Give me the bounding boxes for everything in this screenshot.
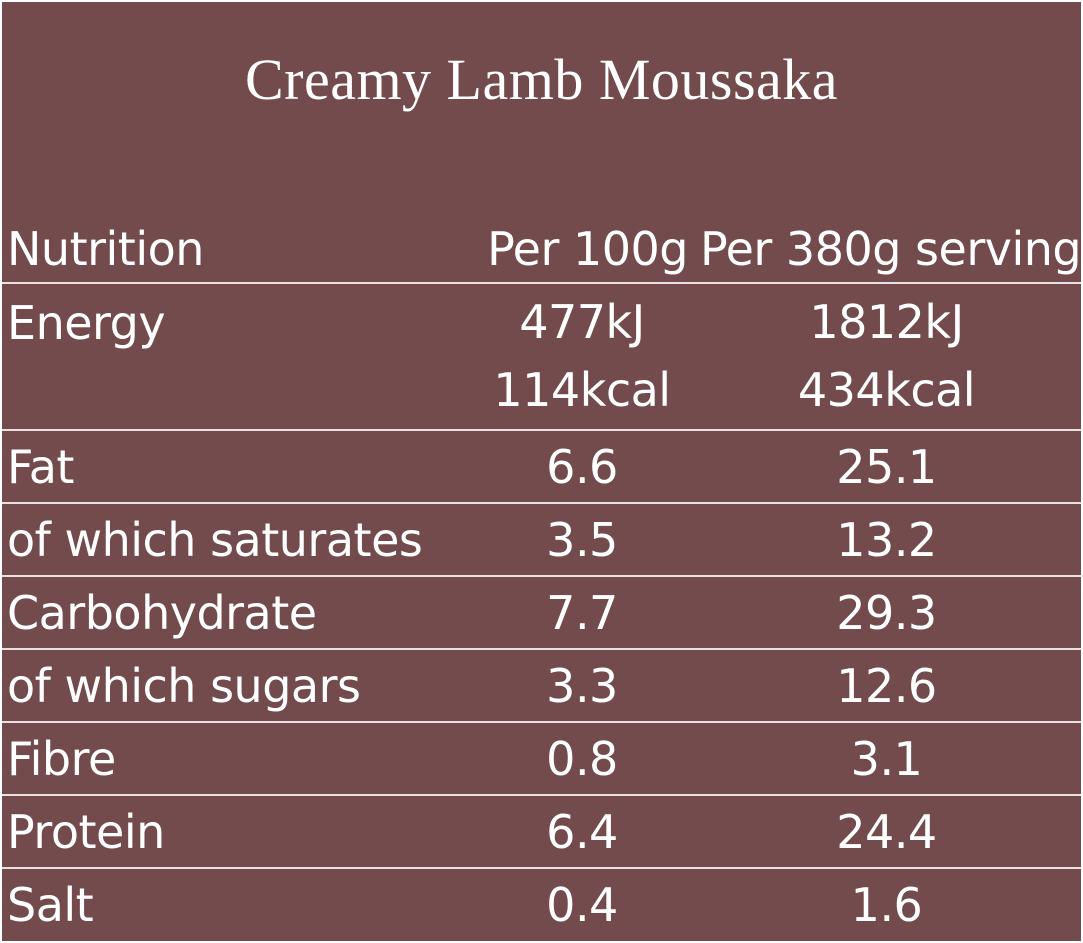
value-per-serving: 3.1 (850, 731, 923, 786)
value-per-100g: 6.4 (546, 804, 618, 859)
row-label: Salt (7, 878, 94, 932)
value-per-serving: 12.6 (836, 658, 937, 713)
value-per-100g: 3.3 (546, 658, 618, 713)
energy-kj-per-serving: 1812kJ (809, 295, 964, 349)
product-title: Creamy Lamb Moussaka (244, 47, 839, 112)
row-label: Protein (7, 804, 165, 859)
energy-kcal-per-serving: 434kcal (797, 363, 976, 417)
table-row-sugars: of which sugars 3.3 12.6 (2, 650, 1081, 723)
row-label: Fibre (7, 731, 116, 786)
value-per-100g: 0.4 (546, 878, 618, 932)
row-label: of which saturates (7, 512, 423, 567)
header-per-100g: Per 100g (487, 222, 688, 276)
row-label: of which sugars (7, 658, 361, 713)
table-header-row: Nutrition Per 100g Per 380g serving (2, 216, 1082, 284)
table-row-fibre: Fibre 0.8 3.1 (2, 723, 1081, 796)
row-label: Fat (7, 439, 74, 494)
value-per-serving: 13.2 (836, 512, 937, 567)
value-per-100g: 0.8 (546, 731, 618, 786)
value-per-100g: 6.6 (546, 439, 618, 494)
value-per-serving: 1.6 (850, 878, 923, 932)
value-per-serving: 24.4 (836, 804, 937, 859)
table-row-protein: Protein 6.4 24.4 (2, 796, 1081, 869)
table-row-fat: Fat 6.6 25.1 (2, 431, 1081, 504)
energy-per-100g: 477kJ 114kcal (472, 284, 692, 429)
table-row-saturates: of which saturates 3.5 13.2 (2, 504, 1081, 577)
table-row-carbohydrate: Carbohydrate 7.7 29.3 (2, 577, 1081, 650)
energy-kj-per-100g: 477kJ (519, 295, 645, 349)
value-per-serving: 29.3 (836, 585, 937, 640)
energy-kcal-per-100g: 114kcal (493, 363, 671, 417)
header-nutrition: Nutrition (7, 222, 204, 276)
value-per-serving: 25.1 (836, 439, 937, 494)
row-label: Carbohydrate (7, 585, 317, 640)
header-per-serving: Per 380g serving (700, 222, 1082, 276)
value-per-100g: 3.5 (546, 512, 618, 567)
row-label: Energy (7, 296, 166, 350)
energy-per-serving: 1812kJ 434kcal (692, 284, 1081, 429)
table-row-salt: Salt 0.4 1.6 (2, 869, 1081, 941)
nutrition-table: Nutrition Per 100g Per 380g serving Ener… (2, 216, 1082, 941)
value-per-100g: 7.7 (546, 585, 618, 640)
table-row-energy: Energy 477kJ 114kcal 1812kJ 434kcal (2, 284, 1081, 431)
